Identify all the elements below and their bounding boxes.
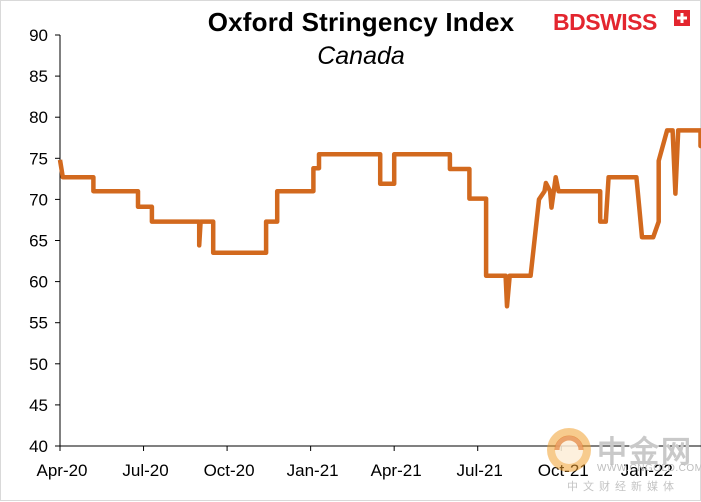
y-tick-label: 60 [29, 273, 48, 292]
y-tick-label: 80 [29, 108, 48, 127]
y-tick-label: 90 [29, 26, 48, 45]
series-layer [57, 128, 701, 309]
x-tick-label: Jan-22 [621, 461, 673, 480]
y-tick-label: 55 [29, 314, 48, 333]
y-tick-label: 75 [29, 149, 48, 168]
x-tick-label: Apr-20 [36, 461, 87, 480]
watermark-logo-icon [547, 428, 591, 472]
watermark-text: 中金网 [597, 436, 693, 469]
x-tick-label: Jan-21 [287, 461, 339, 480]
chart-title: Oxford Stringency Index [207, 7, 515, 37]
swiss-cross-icon [674, 10, 690, 26]
x-tick-label: Apr-21 [371, 461, 422, 480]
y-tick-label: 50 [29, 355, 48, 374]
series-line-canada [57, 128, 701, 309]
x-tick-label: Jul-21 [457, 461, 503, 480]
y-tick-label: 85 [29, 67, 48, 86]
chart-subtitle: Canada [317, 42, 405, 70]
y-tick-label: 65 [29, 232, 48, 251]
watermark-url: WWW.CNGOLD.COM.CN [597, 463, 701, 474]
brand-logo: BDSWISS [553, 9, 657, 35]
y-tick-label: 45 [29, 396, 48, 415]
x-tick-label: Jul-20 [122, 461, 168, 480]
y-axis: 40 45 50 55 60 65 70 75 80 85 90 [29, 26, 61, 456]
watermark-subtitle: 中文财经新媒体 [567, 481, 679, 493]
y-tick-label: 70 [29, 190, 48, 209]
y-tick-label: 40 [29, 437, 48, 456]
x-tick-label: Oct-20 [204, 461, 255, 480]
